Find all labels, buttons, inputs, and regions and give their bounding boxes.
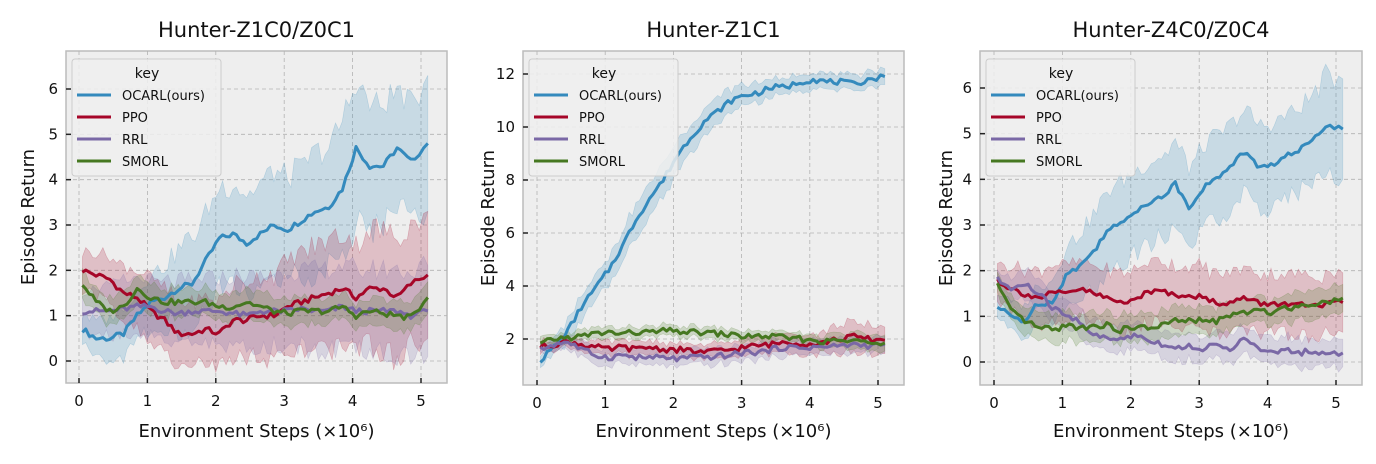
series-group [539,66,886,369]
legend-label: SMORL [579,155,626,170]
series-line-ocarlours [539,73,886,364]
y-tick-label: 12 [496,65,515,83]
x-tick-label: 3 [279,392,289,410]
x-tick-label: 3 [1194,394,1204,412]
y-tick-label: 4 [505,277,515,295]
y-axis-label: Episode Return [478,150,499,286]
x-tick-label: 2 [1126,394,1136,412]
series-group [81,75,429,374]
y-tick-label: 4 [962,170,972,188]
y-tick-label: 5 [48,125,58,143]
y-tick-label: 3 [962,216,972,234]
legend-box [71,58,222,177]
y-tick-label: 2 [962,262,972,280]
chart-panel-2: Hunter-Z1C1 0 1 2 3 4 5 2 4 6 8 10 12 key OCARL(ours) P… [460,0,918,460]
chart-1: Hunter-Z1C0/Z0C1 0 1 2 3 4 5 0 1 2 3 4 5 6 key OCARL(ou… [18,18,448,442]
y-tick-label: 4 [48,171,58,189]
y-tick-label: 2 [505,330,515,348]
confidence-band-smorl [540,321,886,354]
y-tick-label: 1 [962,307,972,325]
confidence-band-ppo [82,210,429,374]
legend-label: RRL [122,133,148,148]
confidence-band-ppo [997,256,1344,344]
x-tick-label: 0 [989,394,999,412]
x-tick-label: 4 [348,392,358,410]
x-axis-label: Environment Steps (×10⁶) [139,421,375,442]
y-tick-label: 5 [962,125,972,143]
legend-title: key [1049,66,1074,82]
x-tick-label: 0 [74,392,84,410]
legend-label: SMORL [122,155,169,170]
legend: key OCARL(ours) PPO RRL SMORL [71,58,222,177]
y-tick-label: 6 [48,80,58,98]
legend-title: key [592,66,617,82]
x-tick-label: 0 [532,394,542,412]
series-line-ocarlours [996,123,1344,324]
series-line-ppo [996,278,1344,309]
x-tick-label: 3 [737,394,747,412]
series-line-ppo [81,268,429,338]
legend-label: RRL [1036,133,1062,148]
x-tick-label: 1 [143,392,153,410]
y-axis-label: Episode Return [936,150,957,286]
confidence-band-smorl [82,267,429,335]
series-line-ocarlours [81,142,429,342]
chart-title: Hunter-Z4C0/Z0C4 [1072,18,1269,42]
chart-title: Hunter-Z1C1 [646,18,780,42]
y-tick-label: 3 [48,216,58,234]
x-tick-label: 5 [1331,394,1341,412]
chart-panel-1: Hunter-Z1C0/Z0C1 0 1 2 3 4 5 0 1 2 3 4 5 6 key OCARL(ou… [0,0,460,460]
legend-label: RRL [579,133,605,148]
y-tick-label: 8 [505,171,515,189]
y-tick-label: 0 [48,352,58,370]
series-line-smorl [996,282,1344,335]
x-tick-label: 2 [669,394,679,412]
x-axis-label: Environment Steps (×10⁶) [596,421,832,442]
chart-panel-3: Hunter-Z4C0/Z0C4 0 1 2 3 4 5 0 1 2 3 4 5 6 key OCARL(ou… [918,0,1376,460]
series-line-smorl [539,326,886,347]
legend-label: OCARL(ours) [1036,89,1119,104]
series-group [996,63,1344,373]
x-tick-label: 4 [1263,394,1273,412]
series-line-rrl [996,276,1344,357]
legend-box [985,58,1136,177]
chart-3: Hunter-Z4C0/Z0C4 0 1 2 3 4 5 0 1 2 3 4 5 6 key OCARL(ou… [936,18,1363,442]
series-line-smorl [81,284,429,321]
legend: key OCARL(ours) PPO RRL SMORL [985,58,1136,177]
legend-box [528,58,679,177]
chart-title: Hunter-Z1C0/Z0C1 [158,18,355,42]
confidence-band-ocarlours [997,63,1344,342]
x-tick-label: 1 [1058,394,1068,412]
x-tick-label: 4 [805,394,815,412]
legend-title: key [135,66,160,82]
legend-label: PPO [579,111,605,126]
series-line-rrl [539,340,886,363]
y-tick-label: 6 [962,79,972,97]
x-tick-label: 2 [211,392,221,410]
y-tick-label: 0 [962,353,972,371]
legend-label: SMORL [1036,155,1083,170]
confidence-band-ppo [540,317,886,362]
confidence-band-rrl [82,255,429,367]
legend: key OCARL(ours) PPO RRL SMORL [528,58,679,177]
x-tick-label: 5 [416,392,426,410]
legend-label: OCARL(ours) [579,89,662,104]
legend-label: PPO [1036,111,1062,126]
confidence-band-ocarlours [540,66,886,369]
y-tick-label: 10 [496,118,515,136]
y-tick-label: 6 [505,224,515,242]
y-tick-label: 1 [48,307,58,325]
x-tick-label: 5 [873,394,883,412]
y-tick-label: 2 [48,261,58,279]
legend-label: PPO [122,111,148,126]
legend-label: OCARL(ours) [122,89,205,104]
x-tick-label: 1 [600,394,610,412]
x-axis-label: Environment Steps (×10⁶) [1053,421,1289,442]
confidence-band-ocarlours [82,75,429,365]
y-axis-label: Episode Return [18,149,39,285]
